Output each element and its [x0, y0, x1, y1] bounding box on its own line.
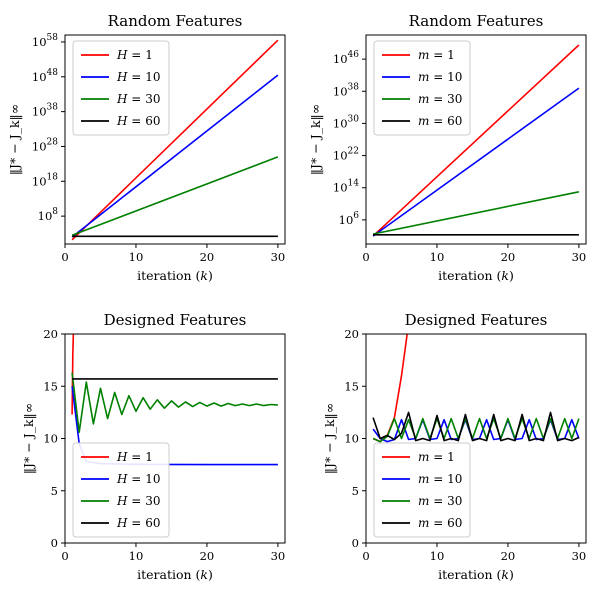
x-tick-label: 10 [129, 250, 144, 264]
legend-label-2: H = 10 [116, 70, 160, 84]
legend: H = 1 H = 10 H = 30 H = 60 [72, 442, 170, 538]
series-line-2 [71, 74, 279, 238]
x-tick-label: 0 [61, 250, 68, 264]
chart-panel-2: 0 10 20 30 106 1014 1022 1030 1038 1046 Random Fea… [308, 12, 587, 283]
legend-label-1: m = 1 [418, 450, 455, 464]
x-tick-label: 10 [129, 549, 144, 563]
legend-label-3: m = 30 [418, 92, 462, 106]
series-group [71, 39, 279, 241]
legend-frame [72, 40, 170, 136]
y-tick-label: 1038 [333, 82, 359, 98]
chart-title: Random Features [409, 12, 544, 30]
y-tick-label: 15 [344, 379, 359, 393]
y-tick-label: 5 [352, 484, 359, 498]
series-group [372, 44, 580, 237]
y-tick-label: 106 [339, 211, 360, 227]
series-line-3 [71, 372, 278, 434]
chart-title: Designed Features [104, 311, 247, 329]
x-axis-label: iteration (k) [137, 567, 213, 582]
legend-frame [72, 442, 170, 538]
series-group [372, 334, 580, 443]
y-tick-label: 1022 [333, 147, 359, 163]
y-axis-label: ‖J* − J_k‖∞ [21, 403, 36, 474]
x-tick-label: 10 [430, 549, 445, 563]
y-tick-label: 0 [51, 536, 58, 550]
legend: m = 1 m = 10 m = 30 m = 60 [373, 442, 471, 538]
x-tick-label: 20 [200, 250, 215, 264]
y-axis-label: ‖J* − J_k‖∞ [308, 104, 323, 175]
y-tick-label: 15 [43, 379, 58, 393]
chart-title: Designed Features [405, 311, 548, 329]
axes-frame [64, 34, 286, 245]
y-tick-label: 0 [352, 536, 359, 550]
series-line-2 [372, 87, 580, 237]
x-tick-label: 0 [61, 549, 68, 563]
legend-label-2: m = 10 [418, 70, 462, 84]
legend-frame [373, 40, 471, 136]
y-tick-label: 1028 [32, 137, 58, 153]
legend-label-4: m = 60 [418, 114, 462, 128]
y-tick-label: 1058 [32, 33, 58, 49]
y-tick-label: 1048 [32, 68, 58, 84]
legend-label-3: H = 30 [116, 494, 160, 508]
series-line-4 [372, 411, 580, 442]
y-axis-label: ‖J* − J_k‖∞ [7, 104, 22, 175]
chart-panel-4: 0 10 20 30 0 5 10 15 20 Designed Features iteratio… [322, 311, 587, 582]
y-tick-label: 20 [43, 327, 58, 341]
x-tick-label: 0 [362, 549, 369, 563]
y-tick-label: 1030 [333, 114, 359, 130]
legend-label-1: H = 1 [116, 48, 153, 62]
legend-label-3: m = 30 [418, 494, 462, 508]
x-tick-label: 30 [572, 549, 587, 563]
y-tick-label: 10 [344, 432, 359, 446]
y-tick-label: 1014 [333, 179, 359, 195]
legend-label-2: m = 10 [418, 472, 462, 486]
y-tick-label: 20 [344, 327, 359, 341]
chart-panel-3: 0 10 20 30 0 5 10 15 20 Designed Features iteratio… [21, 311, 286, 582]
chart-panel-1: 0 10 20 30 108 1018 1028 1038 1048 1058 Random Fea… [7, 12, 286, 283]
x-tick-label: 30 [271, 549, 286, 563]
series-line-1 [372, 44, 580, 237]
x-tick-label: 20 [501, 549, 516, 563]
legend: H = 1 H = 10 H = 30 H = 60 [72, 40, 170, 136]
y-tick-label: 1018 [32, 172, 58, 188]
y-axis-label: ‖J* − J_k‖∞ [322, 403, 337, 474]
legend-label-4: m = 60 [418, 516, 462, 530]
x-tick-label: 30 [572, 250, 587, 264]
x-axis-label: iteration (k) [438, 567, 514, 582]
series-group [71, 334, 278, 466]
y-tick-label: 1046 [333, 50, 359, 66]
series-line-1 [71, 39, 279, 241]
series-line-3 [71, 156, 279, 237]
x-tick-label: 30 [271, 250, 286, 264]
x-tick-label: 10 [430, 250, 445, 264]
legend-label-4: H = 60 [116, 114, 160, 128]
y-tick-label: 10 [43, 432, 58, 446]
y-tick-label: 108 [38, 207, 59, 223]
legend-label-2: H = 10 [116, 472, 160, 486]
y-tick-label: 1038 [32, 103, 58, 119]
chart-title: Random Features [108, 12, 243, 30]
legend-label-1: m = 1 [418, 48, 455, 62]
legend-label-1: H = 1 [116, 450, 153, 464]
x-tick-label: 20 [200, 549, 215, 563]
legend-label-4: H = 60 [116, 516, 160, 530]
legend-frame [373, 442, 471, 538]
x-tick-label: 20 [501, 250, 516, 264]
x-axis-label: iteration (k) [137, 268, 213, 283]
legend-label-3: H = 30 [116, 92, 160, 106]
x-axis-label: iteration (k) [438, 268, 514, 283]
y-tick-label: 5 [51, 484, 58, 498]
axes-frame [365, 34, 587, 245]
legend: m = 1 m = 10 m = 30 m = 60 [373, 40, 471, 136]
x-tick-label: 0 [362, 250, 369, 264]
series-line-3 [372, 191, 580, 235]
